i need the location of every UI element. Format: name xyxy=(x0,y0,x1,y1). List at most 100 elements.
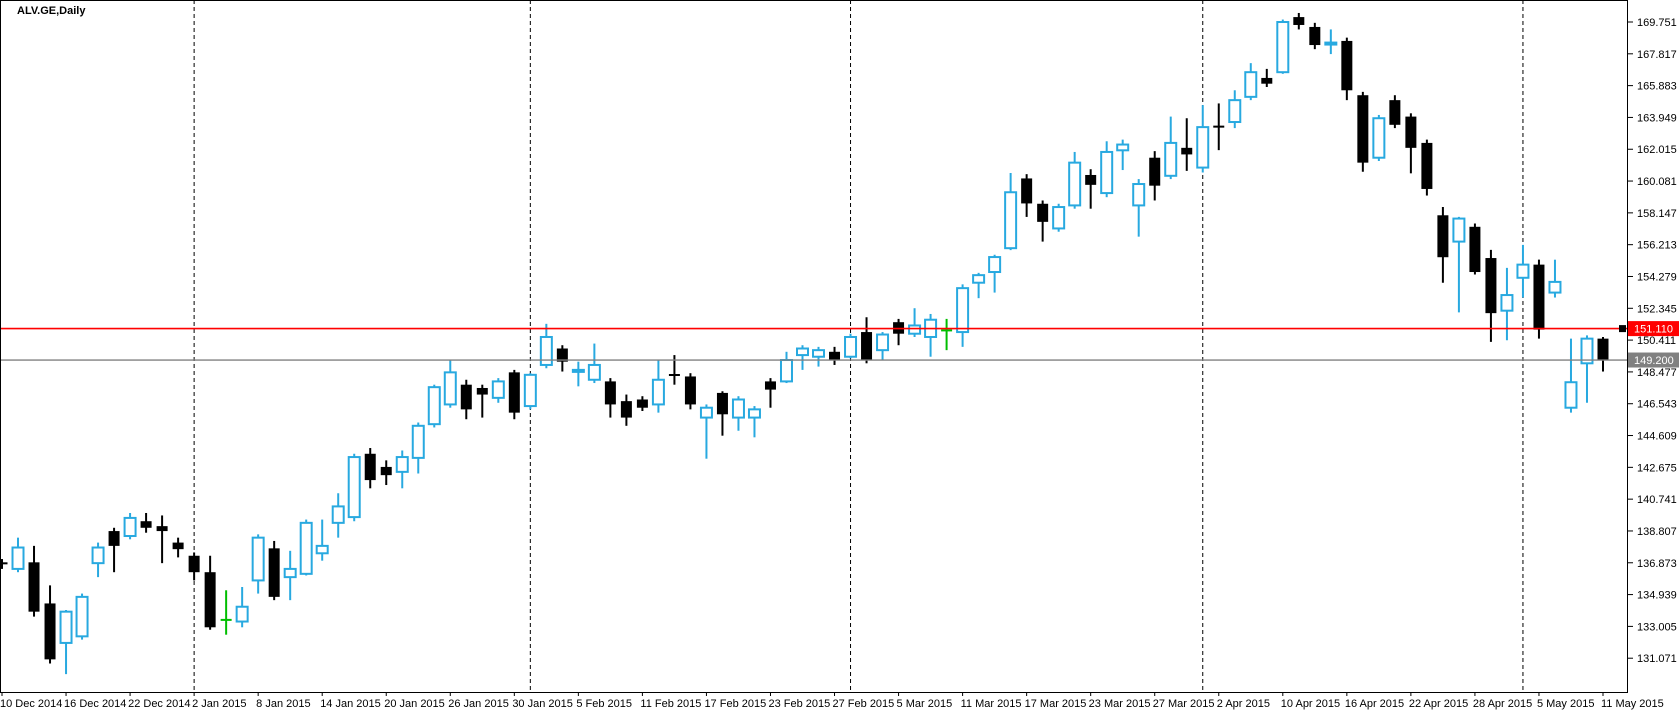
candle-body-bear xyxy=(1533,264,1545,330)
candle-body-bear xyxy=(1469,226,1481,273)
candle-body-bull xyxy=(988,256,1002,274)
candle xyxy=(364,448,376,489)
candle-body-bull xyxy=(427,386,441,426)
candle xyxy=(1341,37,1353,101)
candle-body-bear xyxy=(1597,338,1609,361)
candle xyxy=(1149,151,1161,201)
candle xyxy=(443,360,457,408)
candle xyxy=(829,346,841,365)
y-axis-tick-label: 150.411 xyxy=(1637,335,1676,347)
candle-body-bull xyxy=(1276,21,1290,74)
candle-body-bear xyxy=(156,526,168,532)
y-axis-tick-label: 140.741 xyxy=(1637,494,1677,506)
candle xyxy=(1421,139,1433,196)
candle xyxy=(796,345,809,370)
candle-body-bear xyxy=(684,376,696,405)
candle xyxy=(140,512,152,533)
candle xyxy=(1004,173,1018,251)
x-axis-date-label: 2 Apr 2015 xyxy=(1217,698,1270,710)
candle xyxy=(556,345,568,372)
candle-body-bear xyxy=(508,372,520,413)
candle xyxy=(1389,95,1401,129)
candle xyxy=(1037,200,1049,242)
y-axis-tick-label: 152.345 xyxy=(1637,303,1677,315)
candle xyxy=(172,537,184,558)
candle-body-bear xyxy=(380,466,392,476)
candle-body-bull xyxy=(91,546,105,565)
candle-body-bull xyxy=(972,274,986,284)
x-axis-date-label: 22 Apr 2015 xyxy=(1409,698,1468,710)
candle xyxy=(1068,151,1082,209)
x-axis-date-label: 10 Dec 2014 xyxy=(0,698,62,710)
candle-body-bear xyxy=(1261,77,1273,84)
line-handle-marker[interactable] xyxy=(1619,325,1626,333)
candle xyxy=(1116,139,1130,171)
candle-body-bull xyxy=(1116,143,1130,152)
candle xyxy=(539,323,553,369)
y-axis-tick-label: 134.939 xyxy=(1637,590,1677,602)
y-axis-tick-label: 138.807 xyxy=(1637,526,1677,538)
candle xyxy=(1533,259,1545,339)
candle-body-bear xyxy=(1341,40,1353,91)
candle xyxy=(1405,113,1417,174)
candle-body-bear xyxy=(28,562,40,612)
candle-body-bear xyxy=(44,603,56,660)
candle xyxy=(1196,105,1210,173)
candle-body-bull xyxy=(523,373,537,408)
candle-body-bear xyxy=(1213,125,1225,128)
candle-body-bull xyxy=(1068,161,1082,207)
x-axis-date-label: 27 Feb 2015 xyxy=(833,698,895,710)
candle-body-bull xyxy=(651,378,665,406)
candle-body-bull xyxy=(779,359,793,383)
candle xyxy=(651,360,665,413)
y-axis-tick-label: 133.005 xyxy=(1637,621,1677,633)
x-axis-date-label: 16 Apr 2015 xyxy=(1345,698,1404,710)
candle xyxy=(91,542,105,578)
candle xyxy=(1548,259,1562,298)
candle-body-bull xyxy=(587,363,601,381)
candle-body-bull xyxy=(731,398,745,419)
candle xyxy=(956,284,970,347)
candle-body-bear xyxy=(1437,215,1449,258)
candle-body-bull xyxy=(1052,206,1066,230)
candle xyxy=(59,610,73,675)
chart-symbol-label: ALV.GE,Daily xyxy=(17,5,86,17)
candle-body-bull xyxy=(539,335,553,366)
candle-body-bull xyxy=(331,505,345,524)
candle-body-bear xyxy=(829,351,841,361)
x-axis-date-label: 23 Feb 2015 xyxy=(768,698,830,710)
x-axis-date-label: 2 Jan 2015 xyxy=(192,698,246,710)
candle xyxy=(204,555,216,630)
candle xyxy=(251,534,265,594)
candle xyxy=(1164,116,1178,180)
candle-body-bull xyxy=(491,380,505,399)
candle-body-bull xyxy=(571,368,585,373)
candle xyxy=(0,559,8,569)
chart-frame xyxy=(0,0,1628,693)
candle xyxy=(44,585,56,664)
candle-body-bull xyxy=(347,456,361,519)
candle xyxy=(1052,203,1066,232)
x-axis-date-label: 27 Mar 2015 xyxy=(1153,698,1215,710)
candle xyxy=(716,391,728,436)
price-axis[interactable]: 169.751 167.817 165.883 163.949 162.015 160.0… xyxy=(1627,17,1677,665)
x-axis-date-label: 20 Jan 2015 xyxy=(384,698,445,710)
price-badges: 151.110 149.200 xyxy=(1628,321,1679,368)
bid-price-badge xyxy=(1628,352,1679,368)
candle-body-bear xyxy=(668,373,680,376)
candle-body-bull xyxy=(75,595,89,638)
candle xyxy=(988,254,1002,293)
candle xyxy=(411,422,425,474)
x-axis-date-label: 14 Jan 2015 xyxy=(320,698,381,710)
candle xyxy=(684,373,696,410)
candle-body-bear xyxy=(268,548,280,597)
candle-body-bull xyxy=(59,610,73,644)
candle-body-bull xyxy=(123,516,137,538)
y-axis-tick-label: 142.675 xyxy=(1637,462,1677,474)
candle xyxy=(220,590,232,635)
y-axis-tick-label: 144.609 xyxy=(1637,431,1677,443)
bid-price-badge-label: 149.200 xyxy=(1634,355,1674,367)
time-axis[interactable]: 10 Dec 2014 16 Dec 2014 22 Dec 2014 2 Jan 2… xyxy=(0,692,1664,710)
y-axis-tick-label: 146.543 xyxy=(1637,399,1677,411)
